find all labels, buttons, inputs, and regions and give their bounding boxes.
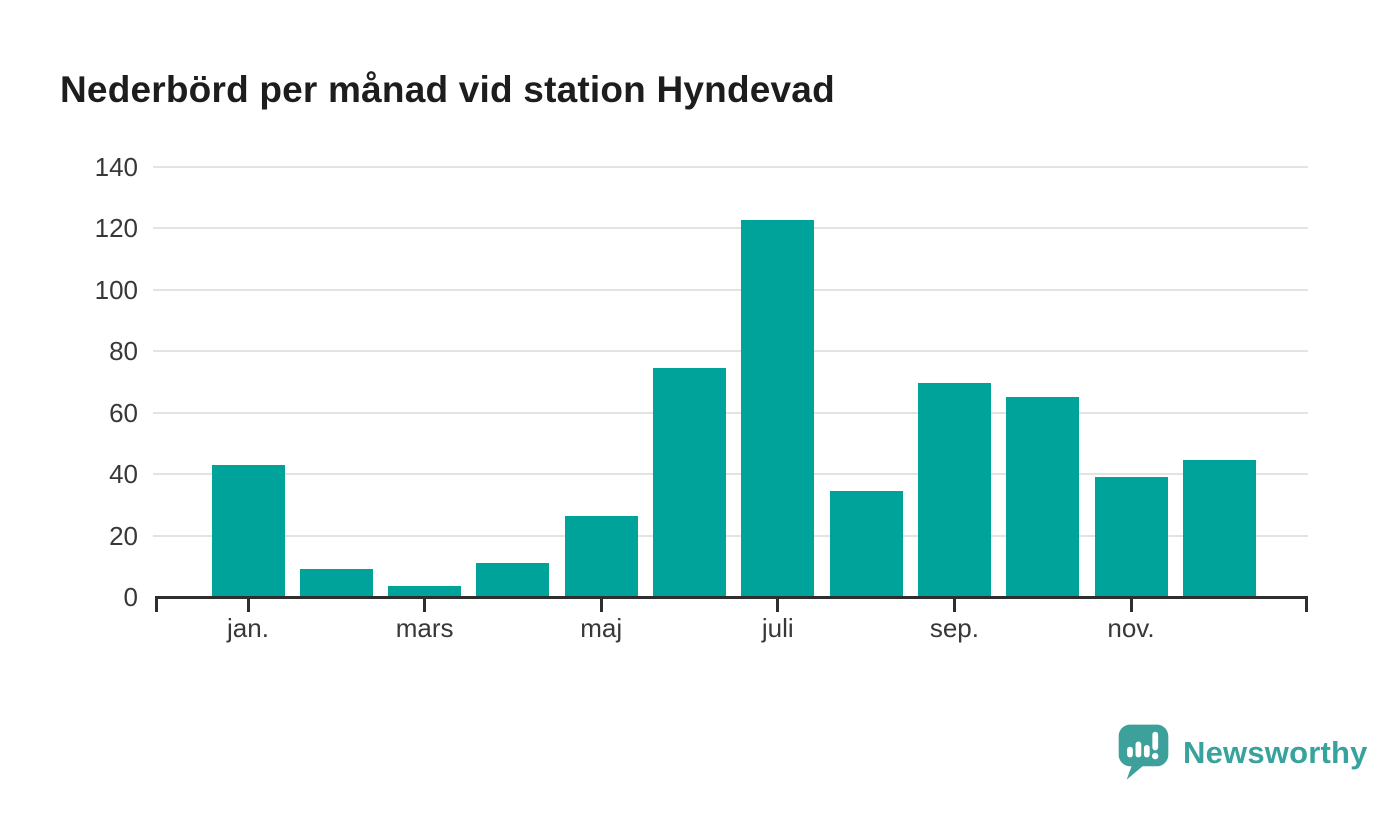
logo-bar-small: [1127, 746, 1133, 758]
bar-month-4: [476, 563, 550, 597]
y-tick-label-100: 100: [94, 274, 138, 305]
x-axis-right-cap: [1305, 596, 1308, 612]
x-tick-label-jan: jan.: [227, 613, 269, 643]
bar-month-6: [653, 367, 726, 597]
bar-month-9: [917, 383, 991, 597]
logo-bar-tall: [1135, 741, 1142, 758]
gridline-60: [153, 411, 1308, 414]
bar-month-10: [1006, 397, 1080, 597]
logo-exclamation-bar: [1152, 731, 1159, 751]
logo-speech-bubble: [1118, 724, 1169, 780]
y-tick-label-60: 60: [109, 397, 138, 428]
gridline-40: [153, 473, 1308, 475]
brand-wordmark: Newsworthy: [1183, 735, 1368, 770]
bar-month-3: [388, 586, 462, 597]
x-axis-left-cap: [155, 596, 158, 612]
bar-month-11: [1094, 477, 1168, 597]
y-tick-label-40: 40: [109, 459, 138, 489]
bar-month-8: [829, 490, 903, 597]
gridline-120: [153, 227, 1308, 229]
newsworthy-logo-icon: [1118, 724, 1169, 780]
gridline-140: [153, 165, 1308, 168]
x-tick-nov: [1129, 599, 1133, 612]
logo-bar-medium: [1143, 745, 1150, 758]
x-tick-juli: [776, 599, 780, 612]
newsworthy-brand: Newsworthy: [1115, 722, 1368, 784]
x-tick-mars: [423, 599, 427, 612]
x-tick-label-juli: juli: [761, 613, 794, 643]
x-tick-label-nov: nov.: [1107, 613, 1155, 643]
bar-month-5: [564, 515, 638, 597]
logo-exclamation-dot: [1152, 752, 1159, 760]
x-tick-jan: [246, 599, 250, 612]
gridline-80: [153, 350, 1308, 352]
x-tick-maj: [599, 599, 603, 612]
gridline-100: [153, 288, 1308, 291]
x-axis-line: [155, 596, 1308, 599]
gridline-20: [153, 534, 1308, 537]
bar-month-12: [1182, 460, 1256, 597]
x-tick-label-sep: sep.: [929, 613, 979, 643]
x-tick-label-maj: maj: [580, 613, 623, 643]
bar-month-1: [211, 464, 285, 597]
y-tick-label-20: 20: [109, 520, 138, 551]
y-tick-label-120: 120: [94, 213, 138, 243]
chart-title: Nederbörd per månad vid station Hyndevad: [60, 69, 835, 110]
y-tick-label-80: 80: [109, 336, 138, 366]
bar-month-7: [741, 220, 815, 597]
x-tick-sep: [952, 599, 956, 612]
y-tick-label-0: 0: [123, 582, 138, 612]
y-tick-label-140: 140: [94, 151, 138, 182]
bar-month-2: [299, 569, 373, 597]
x-tick-label-mars: mars: [395, 613, 454, 643]
